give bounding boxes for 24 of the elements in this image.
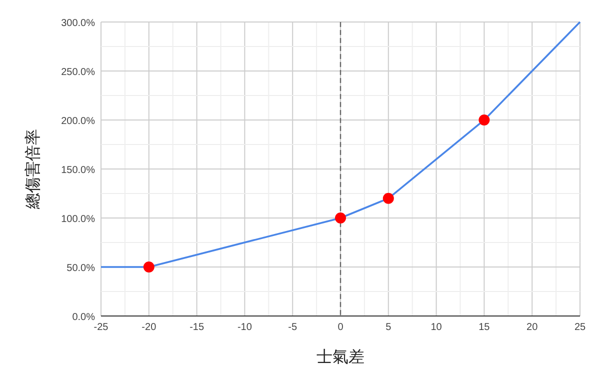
y-tick-label: 250.0% [61, 67, 96, 78]
x-tick-label: 15 [478, 322, 490, 333]
point [382, 192, 394, 204]
y-tick-label: 200.0% [61, 116, 96, 127]
x-tick-label: 20 [526, 322, 538, 333]
x-tick-label: 0 [338, 322, 344, 333]
x-tick-label: -10 [237, 322, 252, 333]
x-tick-label: -15 [190, 322, 204, 333]
x-tick-label: 10 [430, 322, 442, 333]
x-tick-label: -25 [94, 322, 109, 333]
x-tick-label: 5 [386, 322, 392, 333]
x-tick-label: 25 [574, 322, 586, 333]
y-tick-label: 100.0% [61, 214, 96, 225]
y-tick-label: 150.0% [61, 165, 96, 176]
point [143, 262, 154, 272]
point [478, 114, 490, 126]
x-tick-label: -20 [142, 322, 157, 333]
x-axis-title: 士氣差 [316, 348, 364, 366]
y-tick-label: 0.0% [72, 312, 96, 323]
y-axis-title: 總傷害倍率 [24, 129, 42, 210]
y-tick-label: 50.0% [66, 263, 96, 274]
y-tick-label: 300.0% [61, 18, 96, 29]
x-tick-label: -5 [288, 322, 298, 333]
point [335, 212, 346, 224]
